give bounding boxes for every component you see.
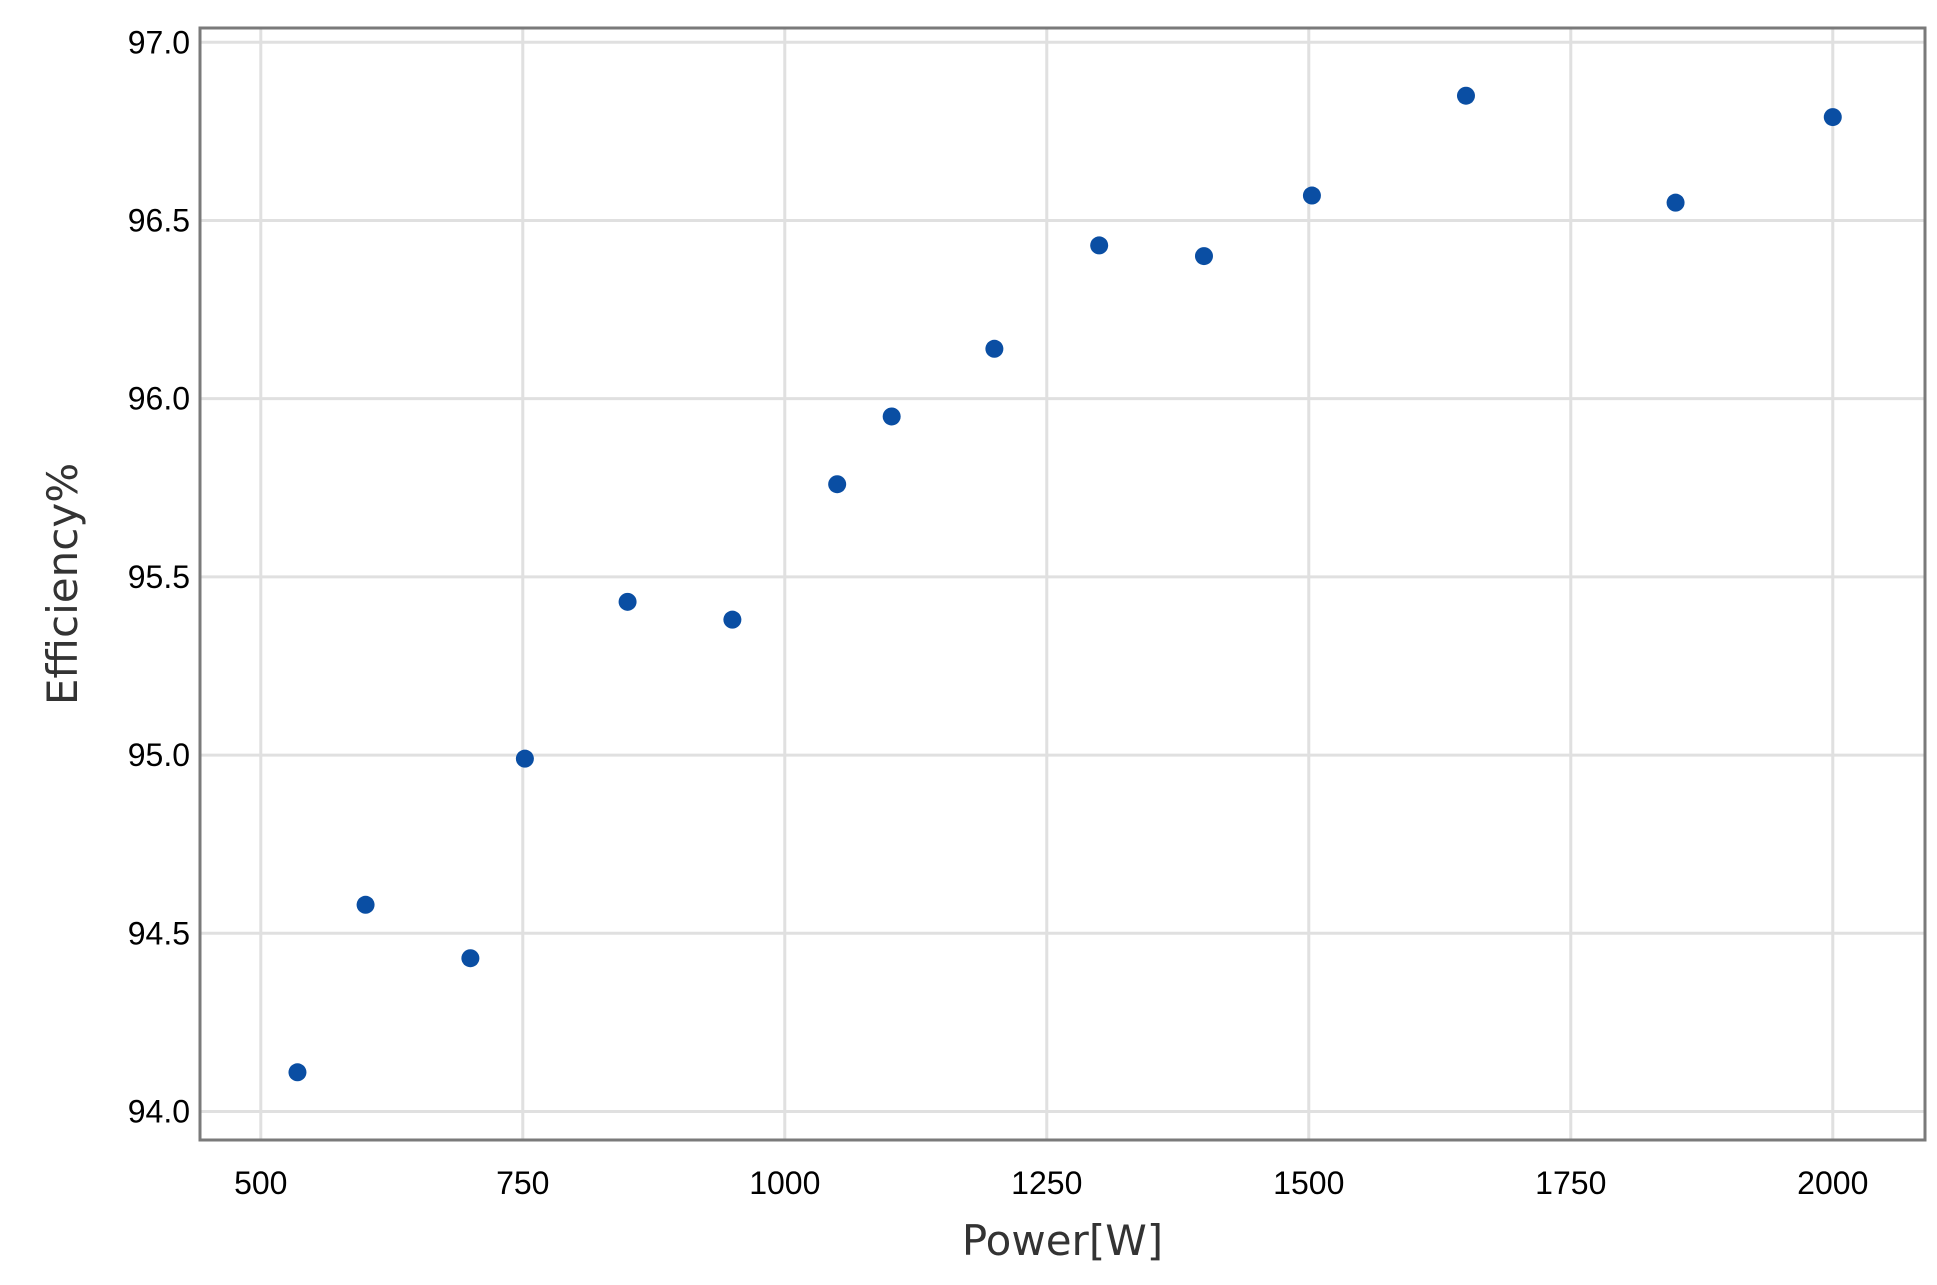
data-point (723, 610, 742, 629)
data-point (1090, 236, 1109, 255)
data-point (1302, 186, 1321, 205)
data-point (356, 895, 375, 914)
y-tick-label: 94.0 (128, 1093, 190, 1129)
x-tick-label: 1500 (1273, 1165, 1344, 1201)
data-point (1456, 86, 1475, 105)
data-points (288, 86, 1842, 1082)
x-tick-label: 1250 (1011, 1165, 1082, 1201)
data-point (1666, 193, 1685, 212)
x-axis-ticks: 500 750 1000 1250 1500 1750 2000 (234, 1165, 1868, 1201)
y-tick-label: 96.0 (128, 381, 190, 417)
data-point (1823, 108, 1842, 127)
data-point (288, 1063, 307, 1082)
y-tick-label: 94.5 (128, 915, 190, 951)
y-tick-label: 95.5 (128, 559, 190, 595)
y-axis-title: Efficiency% (38, 463, 87, 705)
data-point (461, 949, 480, 968)
x-tick-label: 1000 (749, 1165, 820, 1201)
data-point (618, 592, 637, 611)
y-tick-label: 96.5 (128, 202, 190, 238)
plot-frame (198, 26, 1927, 1142)
y-axis-ticks: 94.0 94.5 95.0 95.5 96.0 96.5 97.0 (128, 24, 190, 1129)
x-tick-label: 1750 (1535, 1165, 1606, 1201)
y-tick-label: 95.0 (128, 737, 190, 773)
data-point (828, 475, 847, 494)
x-tick-label: 750 (496, 1165, 549, 1201)
data-point (1194, 247, 1213, 266)
y-tick-label: 97.0 (128, 24, 190, 60)
grid-lines (200, 28, 1925, 1140)
x-tick-label: 500 (234, 1165, 287, 1201)
x-tick-label: 2000 (1797, 1165, 1868, 1201)
data-point (985, 339, 1004, 358)
x-axis-title: Power[W] (962, 1216, 1163, 1265)
data-point (515, 749, 534, 768)
data-point (882, 407, 901, 426)
